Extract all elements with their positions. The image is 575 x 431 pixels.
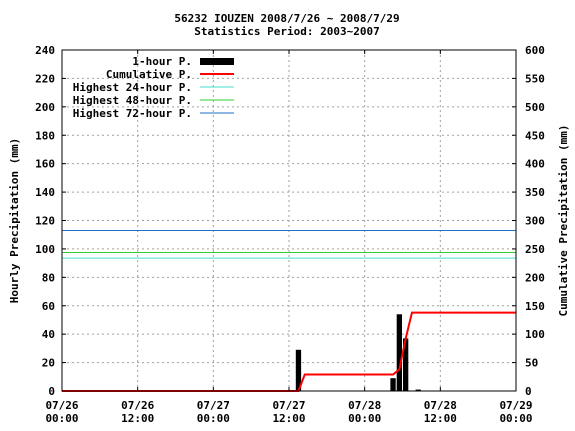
chart-title-line2: Statistics Period: 2003~2007 xyxy=(194,25,379,38)
y-right-tick-label: 500 xyxy=(525,101,545,114)
x-tick-label-time: 00:00 xyxy=(499,412,532,425)
y-left-tick-label: 60 xyxy=(42,300,55,313)
legend-label: Highest 24-hour P. xyxy=(73,81,192,94)
x-tick-label-time: 00:00 xyxy=(197,412,230,425)
y-left-tick-label: 140 xyxy=(35,186,55,199)
axis-ticks: 0 20 40 60 80 100 120 140 160 180 200 220 240 0 50 100 1… xyxy=(35,44,545,425)
x-tick-label-date: 07/28 xyxy=(424,399,457,412)
legend-label: Highest 48-hour P. xyxy=(73,94,192,107)
y-right-tick-label: 600 xyxy=(525,44,545,57)
x-tick-label-date: 07/27 xyxy=(197,399,230,412)
legend-label: Highest 72-hour P. xyxy=(73,107,192,120)
y-right-tick-label: 300 xyxy=(525,215,545,228)
y-right-tick-label: 250 xyxy=(525,243,545,256)
hourly-bar xyxy=(396,314,402,391)
y-left-tick-label: 220 xyxy=(35,72,55,85)
y-left-tick-label: 80 xyxy=(42,271,55,284)
chart-title-line1: 56232 IOUZEN 2008/7/26 ~ 2008/7/29 xyxy=(174,12,399,25)
hourly-bars xyxy=(295,314,421,391)
y-left-tick-label: 240 xyxy=(35,44,55,57)
y-left-tick-label: 120 xyxy=(35,215,55,228)
y-left-tick-label: 100 xyxy=(35,243,55,256)
y-right-tick-label: 550 xyxy=(525,72,545,85)
grid xyxy=(62,50,516,391)
legend-swatch-bar xyxy=(200,58,234,65)
x-tick-label-date: 07/26 xyxy=(45,399,78,412)
y-right-tick-label: 400 xyxy=(525,158,545,171)
x-tick-label-time: 12:00 xyxy=(272,412,305,425)
y-left-tick-label: 200 xyxy=(35,101,55,114)
y-left-tick-label: 20 xyxy=(42,357,55,370)
cumulative-series xyxy=(62,311,516,392)
hourly-bar xyxy=(390,378,396,391)
x-tick-label-date: 07/28 xyxy=(348,399,381,412)
cumulative-line xyxy=(62,311,516,392)
y-left-tick-label: 0 xyxy=(48,385,55,398)
legend-label: 1-hour P. xyxy=(132,55,192,68)
highest-precipitation-lines xyxy=(62,229,516,259)
y-right-tick-label: 100 xyxy=(525,328,545,341)
legend-label: Cumulative P. xyxy=(106,68,192,81)
y-right-tick-label: 50 xyxy=(525,357,538,370)
x-tick-label-time: 00:00 xyxy=(348,412,381,425)
y-axis-left-label: Hourly Precipitation (mm) xyxy=(8,138,21,304)
x-tick-label-date: 07/27 xyxy=(272,399,305,412)
y-right-tick-label: 150 xyxy=(525,300,545,313)
x-tick-label-time: 12:00 xyxy=(424,412,457,425)
y-right-tick-label: 350 xyxy=(525,186,545,199)
x-tick-label-time: 12:00 xyxy=(121,412,154,425)
hourly-bar xyxy=(295,349,302,391)
hourly-bar xyxy=(403,338,409,391)
y-left-tick-label: 180 xyxy=(35,129,55,142)
y-right-tick-label: 450 xyxy=(525,129,545,142)
hourly-bar xyxy=(415,389,421,391)
x-tick-label-date: 07/26 xyxy=(121,399,154,412)
x-tick-label-time: 00:00 xyxy=(45,412,78,425)
legend: 1-hour P.Cumulative P.Highest 24-hour P.… xyxy=(73,55,234,120)
y-axis-right-label: Cumulative Precipitation (mm) xyxy=(557,124,570,316)
y-left-tick-label: 40 xyxy=(42,328,55,341)
y-left-tick-label: 160 xyxy=(35,158,55,171)
x-tick-label-date: 07/29 xyxy=(499,399,532,412)
y-right-tick-label: 200 xyxy=(525,271,545,284)
y-right-tick-label: 0 xyxy=(525,385,532,398)
